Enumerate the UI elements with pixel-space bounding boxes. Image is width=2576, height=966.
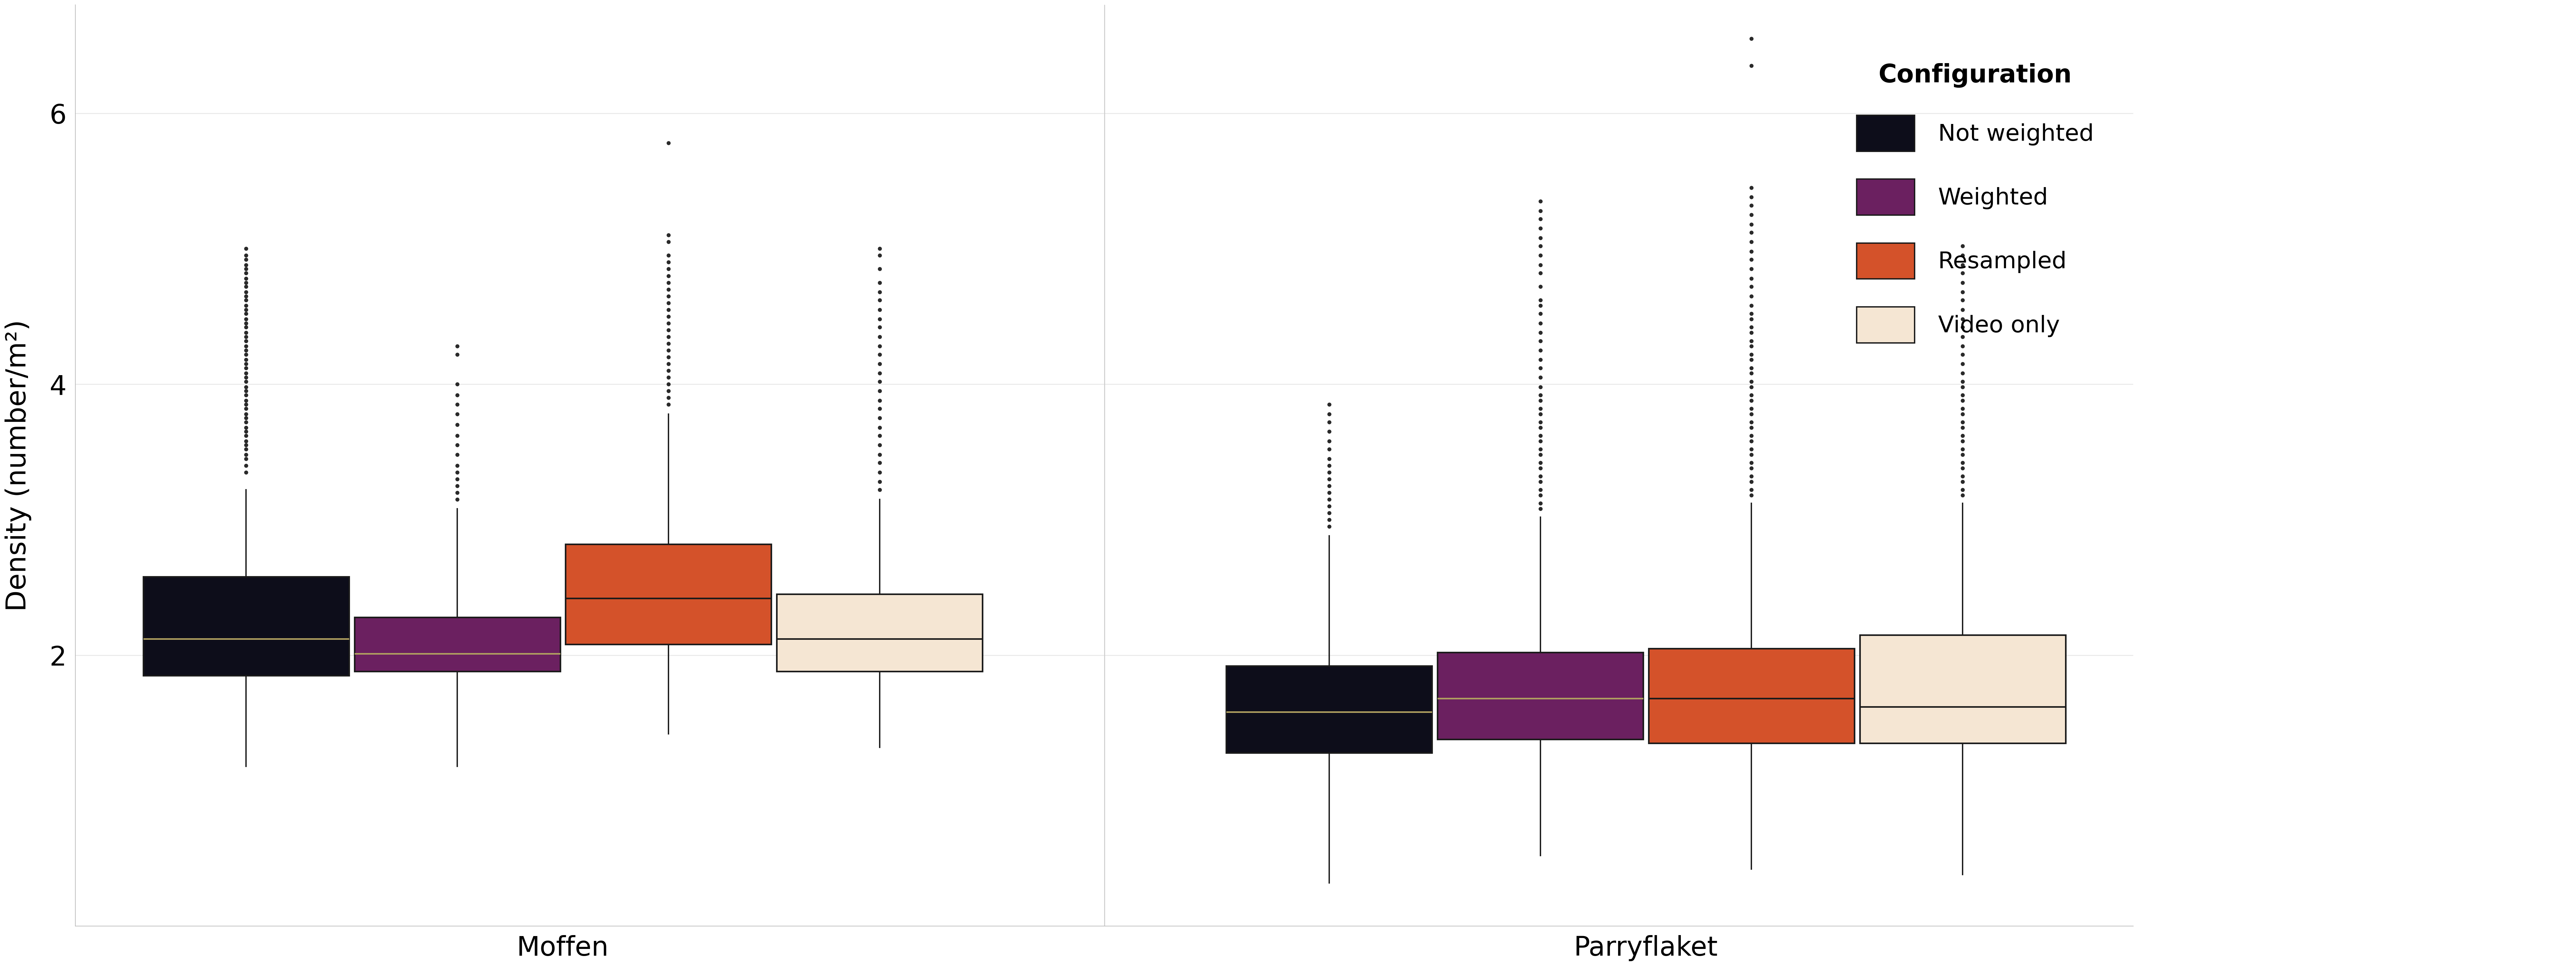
Bar [1649, 648, 1855, 743]
Bar [1437, 652, 1643, 739]
Bar [144, 577, 348, 675]
Bar [1226, 666, 1432, 753]
Legend: Not weighted, Weighted, Resampled, Video only: Not weighted, Weighted, Resampled, Video… [1829, 35, 2123, 371]
Bar [1860, 635, 2066, 743]
Y-axis label: Density (number/m²): Density (number/m²) [5, 320, 31, 611]
Bar [567, 544, 770, 644]
Bar [778, 594, 981, 671]
Bar [355, 617, 559, 671]
